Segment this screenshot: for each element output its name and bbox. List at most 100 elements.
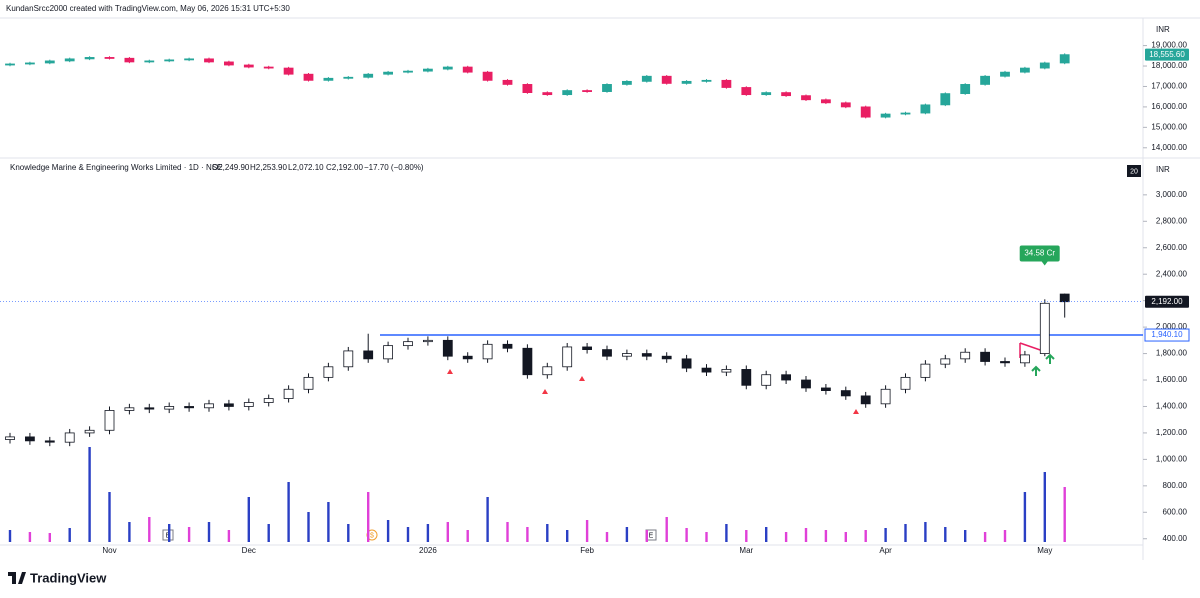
candle-body: [482, 343, 493, 360]
volume-bar: [566, 530, 569, 542]
badge-bg: [1127, 165, 1141, 177]
volume-bar: [924, 522, 927, 542]
volume-bar: [28, 532, 32, 542]
candle-body: [542, 92, 553, 96]
candle-body: [44, 440, 55, 443]
candle-body: [880, 113, 891, 118]
candle-body: [741, 87, 752, 96]
candle-body: [1020, 354, 1030, 364]
x-tick-label: May: [1037, 546, 1052, 555]
candle-body: [801, 95, 811, 101]
candle-body: [5, 63, 15, 66]
y-tick-label: 600.00: [1163, 507, 1188, 516]
volume-bar: [605, 532, 609, 542]
candle-body: [144, 60, 155, 63]
candle-body: [641, 75, 652, 82]
volume-bar: [1023, 492, 1027, 542]
candle-body: [860, 106, 871, 118]
volume-bar: [884, 528, 887, 542]
volume-bar: [705, 532, 708, 542]
candle-body: [940, 93, 951, 106]
last-price-label: 2,192.00: [1151, 297, 1183, 306]
annotation-bg: [1019, 245, 1060, 262]
candle-body: [104, 410, 115, 431]
candle-body: [801, 379, 811, 389]
volume-bar: [367, 492, 370, 542]
candle-body: [681, 80, 692, 84]
candle-body: [482, 71, 493, 81]
y-tick-label: 2,800.00: [1156, 216, 1188, 225]
x-tick-label: Nov: [102, 546, 116, 555]
candle-body: [283, 388, 294, 399]
candle-body: [622, 353, 632, 357]
y-tick-label: 2,600.00: [1156, 243, 1188, 252]
high-label: H2,253.90: [250, 163, 287, 172]
close-label: C2,192.00: [326, 163, 363, 172]
candle-body: [960, 84, 971, 95]
volume-bar: [1043, 472, 1046, 542]
candle-body: [741, 369, 752, 386]
candle-body: [900, 112, 911, 115]
candle-body: [343, 76, 354, 79]
volume-bar: [386, 520, 390, 542]
candle-body: [84, 429, 95, 434]
y-tick-label: 1,000.00: [1156, 454, 1188, 463]
candle-body: [164, 59, 175, 62]
candle-body: [223, 61, 234, 66]
candle-body: [204, 403, 214, 409]
candle-body: [681, 358, 692, 369]
candle-body: [84, 57, 95, 60]
candle-body: [880, 388, 891, 405]
volume-bar: [347, 524, 350, 542]
y-tick-label: 2,000.00: [1156, 322, 1188, 331]
candle-body: [622, 80, 632, 85]
y-tick-label: 1,200.00: [1156, 428, 1188, 437]
candle-body: [403, 70, 413, 73]
y-tick-label: 14,000.00: [1151, 143, 1187, 152]
y-tick-label: 1,600.00: [1156, 375, 1188, 384]
candle-body: [124, 407, 135, 411]
volume-bar: [784, 532, 788, 542]
candle-body: [502, 79, 513, 85]
candle-body: [821, 387, 831, 391]
candle-body: [542, 366, 553, 376]
volume-bar: [187, 527, 191, 542]
x-tick-label: Mar: [739, 546, 753, 555]
candle-body: [900, 376, 911, 390]
candle-body: [661, 355, 672, 360]
candle-body: [960, 351, 971, 360]
svg-text:E: E: [649, 532, 654, 539]
candle-body: [1020, 67, 1030, 73]
candle-body: [602, 349, 612, 357]
volume-bar: [128, 522, 131, 542]
candle-body: [1000, 361, 1010, 364]
candle-body: [1059, 54, 1070, 64]
candle-body: [661, 75, 672, 84]
candle-body: [462, 355, 473, 360]
currency: INR: [1156, 25, 1170, 34]
candle-body: [442, 66, 453, 70]
candle-body: [363, 350, 374, 360]
candle-body: [1000, 71, 1010, 77]
candle-body: [761, 374, 772, 386]
candle-body: [343, 350, 354, 368]
candle-body: [1059, 293, 1070, 303]
candle-body: [164, 406, 175, 410]
y-tick-label: 17,000.00: [1151, 82, 1187, 91]
candle-body: [721, 369, 732, 373]
volume-bar: [685, 528, 688, 542]
candle-body: [303, 376, 314, 390]
candle-body: [821, 99, 831, 104]
candle-body: [24, 62, 35, 65]
last-price-label: 18,555.60: [1149, 50, 1185, 59]
candle-body: [363, 73, 374, 78]
signal-arrows: [1031, 353, 1055, 376]
candle-body: [283, 67, 294, 75]
volume-bar: [168, 524, 171, 542]
candle-body: [1039, 302, 1050, 354]
y-tick-label: 1,800.00: [1156, 349, 1188, 358]
symbol-title: Knowledge Marine & Engineering Works Lim…: [10, 163, 222, 172]
change-label: −17.70 (−0.80%): [364, 163, 424, 172]
